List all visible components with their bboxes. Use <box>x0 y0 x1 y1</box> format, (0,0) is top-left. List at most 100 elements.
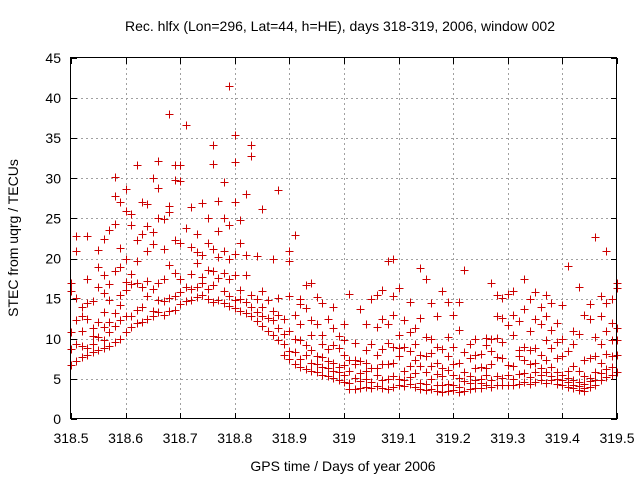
data-point <box>395 331 404 340</box>
data-point <box>274 336 283 345</box>
data-point <box>143 292 152 301</box>
data-point <box>214 197 223 206</box>
data-point <box>111 173 120 182</box>
data-point <box>498 314 507 323</box>
data-point <box>116 198 125 207</box>
data-point <box>460 387 469 396</box>
data-point <box>564 374 573 383</box>
data-point <box>455 298 464 307</box>
data-point <box>209 141 218 150</box>
data-point <box>460 266 469 275</box>
data-point <box>122 207 131 216</box>
data-point <box>307 346 316 355</box>
data-point <box>340 336 349 345</box>
data-point <box>367 378 376 387</box>
data-point <box>597 376 606 385</box>
data-point <box>602 299 611 308</box>
data-point <box>291 311 300 320</box>
data-point <box>356 305 365 314</box>
data-point <box>318 299 327 308</box>
data-point <box>411 340 420 349</box>
data-point <box>253 317 262 326</box>
data-point <box>597 312 606 321</box>
data-point <box>422 275 431 284</box>
data-point <box>94 246 103 255</box>
data-point <box>285 355 294 364</box>
data-point <box>531 359 540 368</box>
y-axis-tick-labels: 0 5 10 15 20 25 30 35 40 45 <box>45 50 61 427</box>
data-point <box>187 296 196 305</box>
data-point <box>515 346 524 355</box>
data-point <box>498 354 507 363</box>
data-point <box>182 297 191 306</box>
data-point <box>302 304 311 313</box>
data-point <box>318 363 327 372</box>
data-point <box>94 346 103 355</box>
data-point <box>493 353 502 362</box>
data-point <box>444 387 453 396</box>
x-tick-label: 318.6 <box>108 430 143 446</box>
data-point <box>591 233 600 242</box>
data-point <box>455 374 464 383</box>
data-point <box>83 299 92 308</box>
data-point <box>335 344 344 353</box>
data-point <box>351 356 360 365</box>
data-point <box>335 376 344 385</box>
data-point <box>83 344 92 353</box>
data-point <box>406 380 415 389</box>
data-point <box>89 332 98 341</box>
data-point <box>378 345 387 354</box>
data-point <box>591 333 600 342</box>
data-point <box>400 316 409 325</box>
data-point <box>127 221 136 230</box>
data-point <box>274 324 283 333</box>
data-point <box>438 364 447 373</box>
data-point <box>466 372 475 381</box>
data-point <box>520 343 529 352</box>
data-point <box>285 347 294 356</box>
data-point <box>449 381 458 390</box>
data-point <box>422 368 431 377</box>
data-point <box>373 364 382 373</box>
y-tick-label: 20 <box>45 251 61 267</box>
data-point <box>176 161 185 170</box>
data-point <box>105 342 114 351</box>
data-point <box>356 384 365 393</box>
data-point <box>247 291 256 300</box>
data-point <box>236 295 245 304</box>
data-point <box>389 292 398 301</box>
data-point <box>602 365 611 374</box>
data-point <box>498 374 507 383</box>
data-point <box>613 368 622 377</box>
data-point <box>220 214 229 223</box>
data-point <box>89 297 98 306</box>
data-point <box>78 342 87 351</box>
data-point <box>198 199 207 208</box>
data-point <box>329 359 338 368</box>
data-point <box>356 357 365 366</box>
data-point <box>373 291 382 300</box>
data-point <box>214 296 223 305</box>
data-point <box>253 295 262 304</box>
data-point <box>329 341 338 350</box>
data-point <box>389 311 398 320</box>
x-tick-label: 318.5 <box>53 430 88 446</box>
data-point <box>285 257 294 266</box>
data-point <box>389 343 398 352</box>
data-point <box>460 368 469 377</box>
data-point <box>362 383 371 392</box>
data-point <box>537 351 546 360</box>
data-point <box>526 360 535 369</box>
x-tick-label: 319.2 <box>436 430 471 446</box>
data-point <box>373 323 382 332</box>
data-point <box>362 367 371 376</box>
data-point <box>389 372 398 381</box>
data-point <box>438 381 447 390</box>
data-point <box>608 363 617 372</box>
data-point <box>182 224 191 233</box>
data-point <box>416 362 425 371</box>
data-point <box>264 296 273 305</box>
data-point <box>122 286 131 295</box>
data-point <box>455 359 464 368</box>
data-point <box>78 312 87 321</box>
